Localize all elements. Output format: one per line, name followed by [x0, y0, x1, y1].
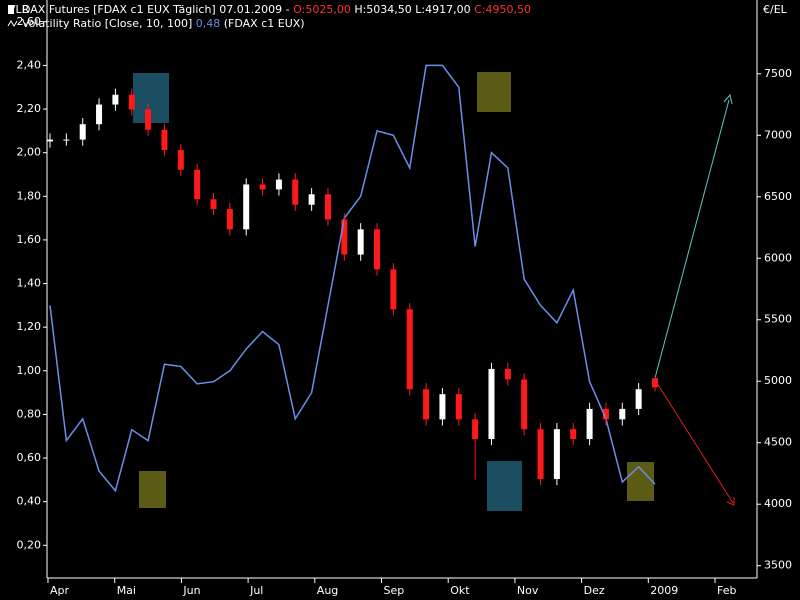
x-tick-label: Mai [117, 584, 136, 597]
legend-line: Volatility Ratio [Close, 10, 100] 0,48 (… [22, 17, 305, 30]
legend-text: H:5034,50 L:4917,00 [351, 3, 474, 16]
y-tick-label: 2,40 [17, 58, 42, 71]
y-tick-label: 1,40 [17, 277, 42, 290]
y-tick-label: 0,40 [17, 495, 42, 508]
y2-axis-title: €/EL [763, 3, 788, 16]
highlight-box [477, 72, 511, 112]
y2-tick-label: 3500 [764, 559, 792, 572]
y2-tick-label: 6500 [764, 190, 792, 203]
indicator-line [49, 64, 656, 493]
x-tick-label: Nov [517, 584, 539, 597]
y-tick-label: 0,80 [17, 407, 42, 420]
legend-icon [8, 5, 14, 14]
x-tick-label: Jun [182, 584, 200, 597]
y2-tick-label: 5500 [764, 313, 792, 326]
y2-tick-label: 6000 [764, 251, 792, 264]
x-tick-label: Sep [384, 584, 405, 597]
legend-text: Volatility Ratio [Close, 10, 100] [22, 17, 196, 30]
arrow-head [723, 93, 733, 105]
y-tick-label: 2,00 [17, 146, 42, 159]
x-tick-label: Aug [317, 584, 338, 597]
x-tick-label: Okt [450, 584, 470, 597]
y2-tick-label: 4000 [764, 497, 792, 510]
y-tick-label: 1,80 [17, 189, 42, 202]
legend-line: DAX Futures [FDAX c1 EUX Täglich] 07.01.… [22, 3, 531, 16]
highlight-box [139, 471, 166, 508]
arrow-head [726, 497, 735, 506]
annotation-arrow [654, 99, 730, 379]
y2-tick-label: 7000 [764, 128, 792, 141]
y-tick-label: 0,20 [17, 538, 42, 551]
x-tick-label: Jul [249, 584, 263, 597]
y-tick-label: 1,60 [17, 233, 42, 246]
highlight-box [487, 461, 522, 511]
y-tick-label: 2,20 [17, 102, 42, 115]
y2-tick-label: 4500 [764, 436, 792, 449]
y2-tick-label: 5000 [764, 374, 792, 387]
y2-tick-label: 7500 [764, 67, 792, 80]
x-tick-label: Dez [584, 584, 605, 597]
y-tick-label: 1,00 [17, 364, 42, 377]
annotation-arrow [654, 379, 734, 504]
y-tick-label: 2,60 [17, 15, 42, 28]
y-tick-label: 0,60 [17, 451, 42, 464]
y-tick-label: 1,20 [17, 320, 42, 333]
x-tick-label: Apr [50, 584, 70, 597]
legend-icon [7, 20, 18, 27]
legend-text: 0,48 [196, 17, 221, 30]
x-tick-label: 2009 [650, 584, 678, 597]
legend-text: O:5025,00 [293, 3, 351, 16]
x-tick-label: Feb [717, 584, 736, 597]
legend-text: C:4950,50 [474, 3, 531, 16]
legend-text: DAX Futures [FDAX c1 EUX Täglich] 07.01.… [22, 3, 293, 16]
legend-text: (FDAX c1 EUX) [220, 17, 304, 30]
